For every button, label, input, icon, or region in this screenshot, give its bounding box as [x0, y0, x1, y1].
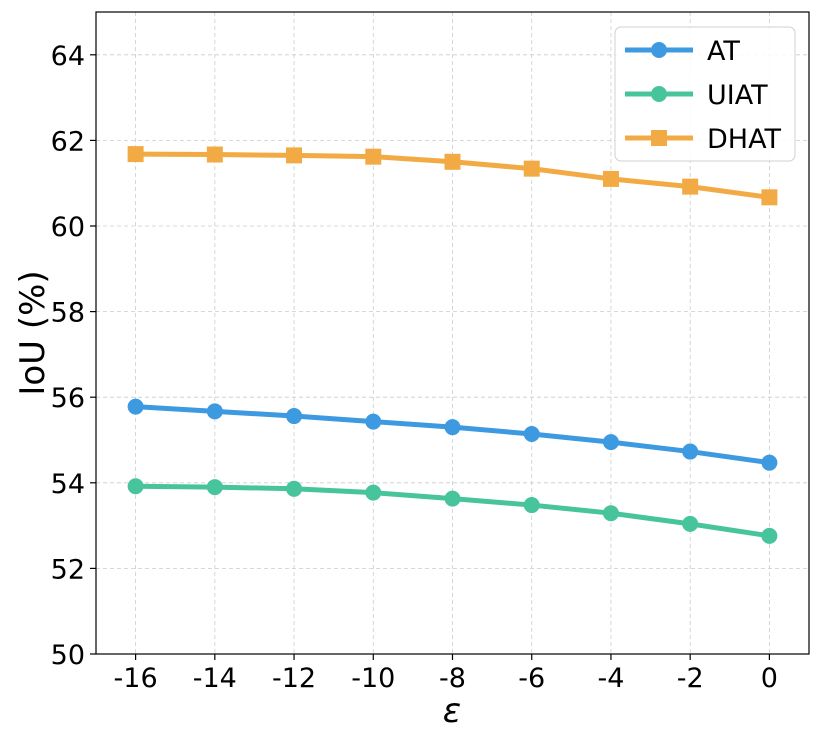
legend-box — [614, 26, 796, 162]
data-point — [444, 419, 461, 436]
x-tick-label: 0 — [761, 663, 778, 694]
y-tick-label: 54 — [51, 469, 85, 500]
data-point — [602, 505, 619, 522]
y-tick-label: 62 — [51, 126, 85, 157]
series-dhat — [127, 146, 778, 206]
data-point — [761, 189, 778, 206]
series-at — [127, 398, 778, 471]
legend-item-dhat: DHAT — [625, 124, 781, 155]
y-tick-label: 50 — [51, 640, 85, 671]
legend-label: UIAT — [707, 80, 768, 111]
x-tick-label: -16 — [114, 663, 158, 694]
data-point — [286, 408, 303, 425]
data-point — [682, 515, 699, 532]
legend-swatch-marker — [651, 130, 667, 146]
legend: AT UIAT DHAT — [614, 26, 796, 162]
data-point — [523, 160, 540, 177]
legend-label: DHAT — [707, 124, 781, 155]
data-point — [523, 426, 540, 443]
series-uiat — [127, 478, 778, 544]
y-tick-label: 64 — [51, 41, 85, 72]
x-axis-ticks: -16 -14 -12 -10 -8 -6 -4 -2 0 — [114, 654, 778, 694]
y-axis-label: IoU (%) — [13, 270, 53, 395]
data-point — [602, 434, 619, 451]
data-point — [682, 443, 699, 460]
legend-swatch-marker — [651, 42, 667, 58]
x-tick-label: -10 — [351, 663, 395, 694]
data-point — [761, 454, 778, 471]
x-tick-label: -4 — [597, 663, 624, 694]
legend-label: AT — [707, 36, 740, 67]
data-point — [444, 153, 461, 170]
data-point — [365, 413, 382, 430]
data-point — [286, 147, 303, 164]
data-point — [761, 527, 778, 544]
data-point — [365, 148, 382, 165]
data-point — [127, 398, 144, 415]
legend-item-at: AT — [625, 36, 740, 67]
data-point — [206, 403, 223, 420]
series-layer — [127, 146, 778, 544]
data-point — [286, 480, 303, 497]
legend-item-uiat: UIAT — [625, 80, 768, 111]
data-point — [365, 484, 382, 501]
y-tick-label: 58 — [51, 298, 85, 329]
y-tick-label: 52 — [51, 554, 85, 585]
y-tick-label: 56 — [51, 383, 85, 414]
x-tick-label: -14 — [193, 663, 237, 694]
data-point — [206, 479, 223, 496]
data-point — [444, 490, 461, 507]
x-tick-label: -8 — [439, 663, 466, 694]
data-point — [523, 497, 540, 514]
y-axis-ticks: 50 52 54 56 58 60 62 64 — [51, 41, 96, 671]
x-axis-label: ε — [443, 691, 461, 731]
x-tick-label: -2 — [677, 663, 704, 694]
data-point — [206, 146, 223, 163]
data-point — [602, 170, 619, 187]
data-point — [127, 146, 144, 163]
x-tick-label: -6 — [518, 663, 545, 694]
legend-swatch-marker — [651, 86, 667, 102]
y-tick-label: 60 — [51, 212, 85, 243]
data-point — [127, 478, 144, 495]
data-point — [682, 178, 699, 195]
x-tick-label: -12 — [272, 663, 316, 694]
